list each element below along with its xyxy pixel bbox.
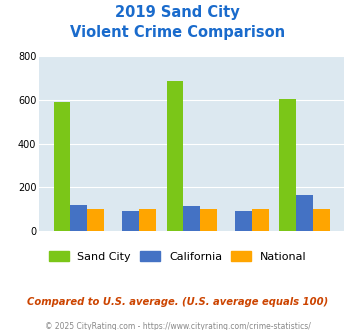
Bar (200, 209, 217, 231)
Bar (139, 209, 156, 231)
Bar (70, 205, 87, 231)
Bar (296, 195, 313, 231)
Legend: Sand City, California, National: Sand City, California, National (44, 247, 311, 267)
Bar (87, 209, 104, 231)
Text: © 2025 CityRating.com - https://www.cityrating.com/crime-statistics/: © 2025 CityRating.com - https://www.city… (45, 322, 310, 330)
Text: 2019 Sand City: 2019 Sand City (115, 5, 240, 20)
Bar (252, 209, 269, 231)
Text: Violent Crime Comparison: Violent Crime Comparison (70, 25, 285, 40)
Bar (54, 102, 70, 231)
Bar (313, 209, 330, 231)
Bar (279, 99, 296, 231)
Bar (235, 211, 252, 231)
Bar (183, 206, 200, 231)
Bar (166, 81, 183, 231)
Text: Compared to U.S. average. (U.S. average equals 100): Compared to U.S. average. (U.S. average … (27, 297, 328, 307)
Bar (122, 211, 139, 231)
